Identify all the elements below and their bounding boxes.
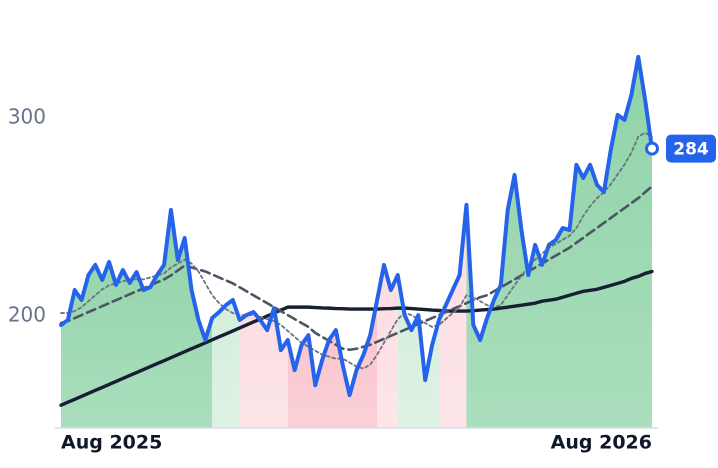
regime-area-shade (212, 300, 240, 428)
series-line (59, 54, 654, 398)
y-tick-label: 200 (8, 303, 46, 327)
value-badge-label: 284 (673, 140, 709, 160)
last-point (645, 141, 659, 156)
lines (59, 54, 654, 407)
regime-area-shade (239, 308, 288, 428)
x-tick-label: Aug 2026 (551, 432, 652, 454)
regime-area-shade (377, 264, 398, 428)
regime-area-shade (438, 204, 467, 428)
regime-area-shade (397, 275, 439, 428)
value-badge (666, 134, 716, 163)
y-tick-label: 300 (8, 104, 46, 128)
labels: 200 300 Aug 2025 Aug 2026 284 (8, 104, 716, 454)
series-line (59, 184, 654, 352)
x-tick-label: Aug 2025 (61, 432, 162, 454)
regime-area-shade (287, 300, 378, 428)
series-line (59, 269, 654, 407)
